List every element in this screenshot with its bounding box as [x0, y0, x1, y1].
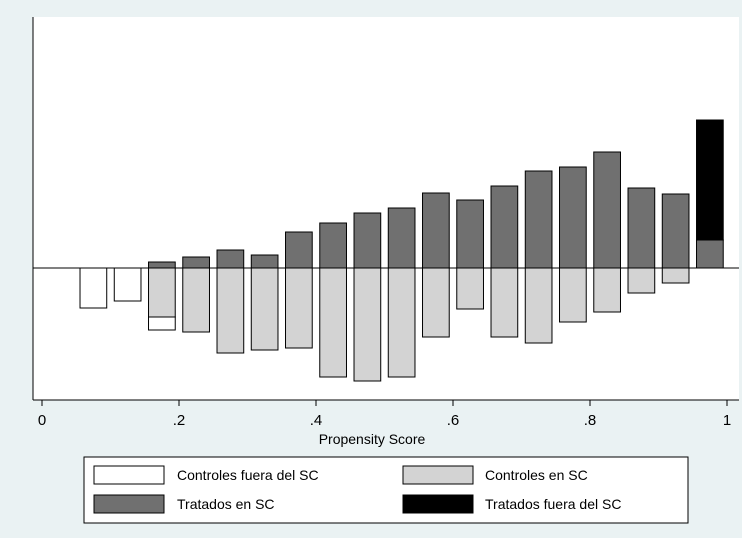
x-tick-label: 0: [38, 412, 46, 429]
x-tick-label: .2: [173, 412, 186, 429]
bar-treated-in-sc: [593, 151, 621, 269]
bar-treated-in-sc: [387, 207, 416, 269]
x-tick-label: .4: [310, 412, 323, 429]
bar-treated-in-sc: [490, 185, 519, 269]
bar-controls-in-sc: [148, 267, 176, 318]
bar-treated-in-sc: [422, 192, 450, 269]
bar-treated-in-sc: [696, 239, 724, 269]
bar-treated-in-sc: [250, 254, 279, 269]
bar-controls-in-sc: [661, 267, 690, 284]
bar-controls-in-sc: [216, 267, 245, 354]
bar-treated-in-sc: [182, 256, 210, 269]
bar-controls-in-sc: [456, 267, 484, 310]
legend-label-treated-in: Tratados en SC: [177, 496, 275, 512]
x-axis-label: Propensity Score: [319, 431, 426, 447]
bar-controls-out-sc: [148, 316, 176, 331]
legend-label-controls-in: Controles en SC: [485, 467, 588, 483]
bar-treated-in-sc: [148, 261, 176, 269]
legend-swatch-treated-out: [402, 494, 474, 514]
bar-controls-in-sc: [387, 267, 416, 378]
bar-controls-in-sc: [627, 267, 656, 294]
bar-treated-in-sc: [285, 231, 313, 269]
legend-swatch-treated-in: [93, 494, 165, 514]
bar-controls-in-sc: [559, 267, 587, 323]
bar-controls-in-sc: [319, 267, 347, 378]
bar-controls-in-sc: [250, 267, 279, 351]
bars-layer: [79, 119, 724, 382]
legend-swatch-controls-in: [402, 465, 474, 485]
bar-treated-in-sc: [661, 193, 690, 269]
x-tick-label: .6: [447, 412, 460, 429]
bar-controls-in-sc: [182, 267, 210, 333]
bar-treated-in-sc: [319, 222, 347, 269]
bar-controls-in-sc: [353, 267, 382, 382]
bar-controls-out-sc: [79, 267, 108, 309]
legend: Controles fuera del SC Controles en SC T…: [83, 456, 689, 524]
x-axis-ticks: 0 .2 .4 .6 .8 1: [38, 400, 731, 429]
x-tick-label: 1: [723, 412, 731, 429]
bar-treated-in-sc: [524, 170, 553, 269]
bar-treated-in-sc: [627, 187, 656, 269]
bar-controls-in-sc: [490, 267, 519, 338]
bar-controls-in-sc: [285, 267, 313, 349]
bar-controls-in-sc: [593, 267, 621, 313]
bar-treated-in-sc: [456, 199, 484, 269]
bar-controls-out-sc: [113, 267, 142, 302]
bar-treated-out-sc: [696, 119, 724, 241]
legend-swatch-controls-out: [93, 465, 165, 485]
bar-controls-in-sc: [524, 267, 553, 344]
bar-treated-in-sc: [559, 166, 587, 269]
bar-controls-in-sc: [422, 267, 450, 338]
legend-box: [83, 456, 689, 524]
bar-treated-in-sc: [353, 212, 382, 269]
x-tick-label: .8: [584, 412, 597, 429]
legend-label-controls-out: Controles fuera del SC: [177, 467, 319, 483]
legend-label-treated-out: Tratados fuera del SC: [485, 496, 621, 512]
plot-area: [33, 17, 739, 400]
bar-treated-in-sc: [216, 249, 245, 269]
